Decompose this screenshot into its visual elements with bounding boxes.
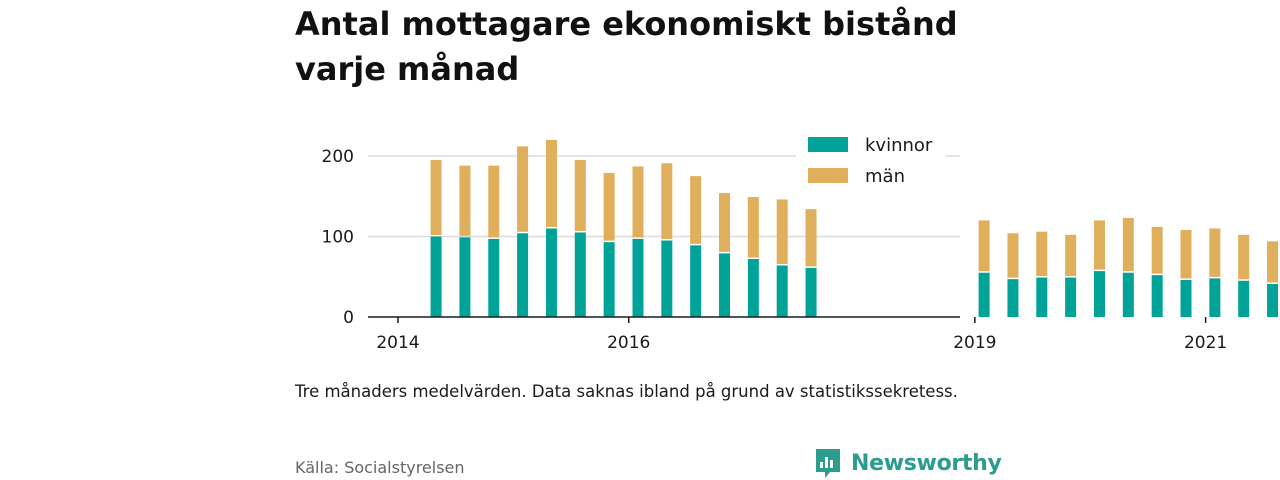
bar-man: [1267, 241, 1279, 283]
bar-kvinnor: [776, 265, 788, 317]
bar-kvinnor: [747, 259, 759, 317]
bar-kvinnor: [574, 232, 586, 317]
bar-kvinnor: [1151, 275, 1163, 317]
x-tick-label: 2014: [376, 333, 419, 353]
brand-name: Newsworthy: [851, 450, 1002, 476]
legend-label: kvinnor: [865, 135, 933, 156]
bar-man: [488, 165, 500, 238]
bar-man: [690, 176, 702, 244]
chart-title: Antal mottagare ekonomiskt bistånd varje…: [295, 5, 958, 88]
legend-label: män: [865, 166, 905, 187]
bar-kvinnor: [978, 272, 990, 317]
bar-man: [1180, 230, 1192, 279]
bar-man: [1209, 228, 1221, 277]
bar-man: [661, 163, 673, 240]
bar-man: [776, 199, 788, 264]
bar-man: [1036, 231, 1048, 277]
y-tick-label: 200: [322, 147, 354, 167]
x-tick-label: 2016: [607, 333, 650, 353]
bar-kvinnor: [805, 267, 817, 317]
bar-kvinnor: [545, 228, 557, 317]
legend-swatch: [808, 168, 848, 183]
brand-logo[interactable]: Newsworthy: [814, 446, 1002, 480]
chart-source: Källa: Socialstyrelsen: [295, 458, 465, 477]
bar-man: [1007, 233, 1019, 278]
bar-man: [430, 160, 442, 235]
bar-kvinnor: [632, 238, 644, 317]
bar-man: [574, 160, 586, 231]
bar-man: [1151, 226, 1163, 274]
bar-kvinnor: [1007, 279, 1019, 317]
bar-kvinnor: [1238, 280, 1250, 317]
bar-man: [719, 193, 731, 252]
bar-kvinnor: [719, 253, 731, 317]
bar-kvinnor: [661, 240, 673, 317]
bar-kvinnor: [690, 245, 702, 317]
bar-man: [805, 209, 817, 267]
bar-kvinnor: [603, 242, 615, 317]
bar-man: [603, 172, 615, 241]
bar-kvinnor: [1267, 283, 1279, 317]
bar-man: [632, 166, 644, 238]
y-tick-label: 100: [322, 228, 354, 248]
bar-kvinnor: [488, 238, 500, 317]
bar-man: [1093, 220, 1105, 270]
newsworthy-logo-icon: [816, 449, 840, 478]
bar-kvinnor: [1209, 278, 1221, 317]
bar-man: [517, 146, 529, 232]
bar-man: [1238, 234, 1250, 280]
bar-kvinnor: [1036, 277, 1048, 317]
y-tick-label: 0: [343, 308, 354, 328]
bar-man: [1122, 217, 1134, 272]
bar-man: [545, 139, 557, 227]
bar-kvinnor: [1180, 279, 1192, 317]
bar-man: [1065, 234, 1077, 277]
bar-kvinnor: [430, 236, 442, 317]
bar-kvinnor: [1065, 277, 1077, 317]
legend-swatch: [808, 137, 848, 152]
bar-kvinnor: [1122, 272, 1134, 317]
chart-note: Tre månaders medelvärden. Data saknas ib…: [295, 382, 958, 401]
x-tick-label: 2019: [953, 333, 996, 353]
bar-man: [747, 197, 759, 258]
bar-kvinnor: [459, 237, 471, 317]
bar-man: [978, 220, 990, 272]
bar-kvinnor: [1093, 271, 1105, 317]
bar-kvinnor: [517, 233, 529, 317]
bar-man: [459, 165, 471, 236]
x-tick-label: 2021: [1184, 333, 1227, 353]
